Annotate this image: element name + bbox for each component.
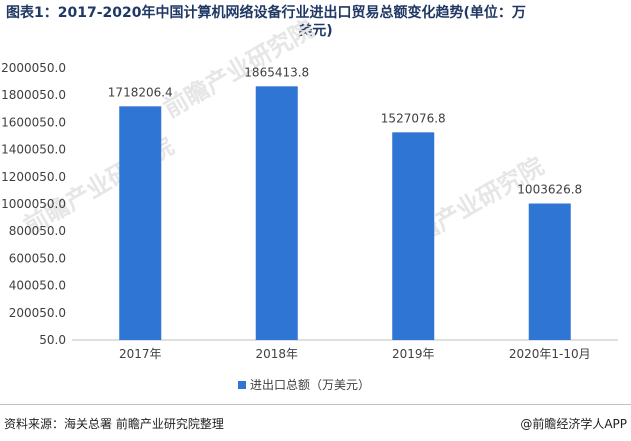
- bar: [119, 106, 162, 341]
- y-tick-label: 800050.0: [9, 224, 66, 238]
- data-label: 1527076.8: [381, 111, 446, 125]
- x-tick-label: 2017年: [119, 347, 162, 361]
- y-tick-label: 2000050.0: [1, 61, 66, 75]
- chart-title-line2: 美元): [298, 23, 333, 39]
- data-label: 1003626.8: [517, 183, 582, 197]
- source-note: 资料来源：海关总署 前瞻产业研究院整理: [4, 417, 224, 431]
- bar-chart: 前瞻产业研究院前瞻产业研究院前瞻产业研究院50.0200050.0400050.…: [1, 15, 618, 392]
- y-tick-label: 400050.0: [9, 279, 66, 293]
- bar: [255, 86, 298, 341]
- legend-swatch: [238, 381, 246, 389]
- y-tick-label: 1600050.0: [1, 115, 66, 129]
- bar: [528, 203, 571, 340]
- y-tick-label: 1400050.0: [1, 143, 66, 157]
- y-tick-label: 200050.0: [9, 306, 66, 320]
- y-tick-label: 1800050.0: [1, 88, 66, 102]
- brand-label: @前瞻经济学人APP: [520, 417, 627, 431]
- y-tick-label: 1000050.0: [1, 197, 66, 211]
- data-label: 1865413.8: [244, 65, 309, 79]
- x-tick-label: 2018年: [255, 347, 298, 361]
- chart-title-line1: 图表1：2017-2020年中国计算机网络设备行业进出口贸易总额变化趋势(单位：…: [6, 5, 526, 21]
- x-tick-label: 2019年: [392, 347, 435, 361]
- y-tick-label: 1200050.0: [1, 170, 66, 184]
- chart-title: 图表1：2017-2020年中国计算机网络设备行业进出口贸易总额变化趋势(单位：…: [6, 4, 625, 40]
- footer: 资料来源：海关总署 前瞻产业研究院整理 @前瞻经济学人APP: [0, 404, 631, 441]
- y-tick-label: 50.0: [39, 333, 66, 347]
- y-tick-label: 600050.0: [9, 251, 66, 265]
- x-tick-label: 2020年1-10月: [509, 347, 591, 361]
- legend-label: 进出口总额（万美元）: [250, 378, 370, 392]
- data-label: 1718206.4: [108, 85, 173, 99]
- bar: [392, 132, 435, 340]
